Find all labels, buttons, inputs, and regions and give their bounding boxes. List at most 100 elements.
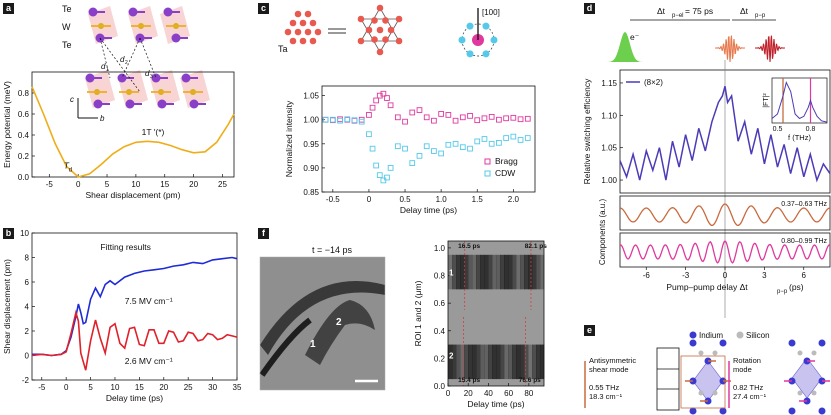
data-point-cdw [380, 177, 387, 184]
heatmap-band [532, 344, 537, 380]
component-label-0: 0.37–0.63 THz [781, 201, 827, 208]
silicon-atom [712, 390, 718, 396]
energy-curve [31, 86, 235, 178]
data-point-cdw [517, 137, 524, 143]
data-point-bragg [369, 104, 376, 111]
data-point-cdw [369, 145, 376, 152]
silicon-atom [698, 350, 704, 356]
ta-atom [395, 15, 403, 23]
ta-atom [309, 19, 317, 27]
te-atom [128, 7, 138, 17]
y-axis-label: Energy potential (meV) [2, 81, 12, 168]
mode1-highlight [680, 355, 726, 409]
data-point-cdw [358, 118, 365, 125]
electron-pulse [605, 32, 645, 62]
panel-letter-b: b [3, 228, 14, 239]
inset-spectrum [771, 81, 828, 123]
plot-b-xtick-label: 15 [135, 383, 144, 392]
roi-time-bottom: 15.4 ps [458, 377, 480, 384]
te-atom [85, 73, 95, 83]
silicon-legend-label: Silicon [746, 331, 770, 340]
cdw-peak [466, 22, 474, 30]
data-point-bragg [358, 116, 365, 123]
data-point-cdw [438, 150, 444, 157]
silicon-atom [811, 390, 817, 396]
plot-a-ytick-label: 0.2 [18, 152, 30, 161]
te-atom [117, 73, 127, 83]
heatmap-band [476, 254, 481, 290]
data-point-cdw [431, 148, 437, 154]
plot-b-ytick-label: 4 [25, 303, 30, 312]
plot-c-xtick-label: 0.5 [399, 195, 411, 204]
legend-label-bragg: Bragg [495, 156, 518, 166]
x-axis-label: Shear displacement (pm) [86, 190, 181, 200]
cdw-peak [466, 50, 474, 58]
data-point-bragg [416, 107, 423, 113]
heatmap-band [472, 254, 477, 290]
indium-atom [788, 339, 796, 347]
indium-atom [818, 339, 826, 347]
ta-atom [365, 26, 373, 34]
plot-d-main-ytick-label: 1.10 [601, 111, 617, 120]
data-point-bragg [431, 117, 437, 124]
data-point-cdw [329, 116, 336, 123]
data-point-bragg [438, 111, 444, 117]
panel-a-figure: Te W Te d 1 d 2 d 3 c b -5 0 5 10 15 20 25 0.0 0… [2, 4, 235, 200]
plot-a-xtick-label: 25 [218, 180, 227, 189]
x-axis-label: Pump–pump delay Δt [666, 282, 748, 292]
heatmap-band [456, 344, 461, 380]
indium-atom [788, 407, 796, 415]
efficiency-line [619, 86, 831, 183]
heatmap-band [540, 344, 545, 380]
data-point-bragg [474, 117, 481, 124]
panel-b-figure: -5 0 5 10 15 20 25 30 35 -2 0 2 4 6 8 10 Fitting results… [2, 229, 242, 403]
plot-f-xtick-label: 80 [524, 389, 533, 398]
plot-d-xtick-label: -3 [682, 271, 690, 280]
plot-f-ytick-label: 0.8 [434, 272, 446, 281]
chart-title: Fitting results [100, 242, 151, 252]
plot-d-xtick-label: 0 [723, 271, 728, 280]
ta-atom [284, 28, 292, 36]
heatmap-band [536, 254, 541, 290]
inset-frame [771, 77, 828, 124]
heatmap-band [456, 254, 461, 290]
data-point-bragg [467, 113, 473, 119]
panel-f-figure: t = −14 ps 12 0 20 40 60 800.00.20.40.60.81.… [259, 240, 547, 409]
ta-atom [299, 37, 307, 45]
plot-d-main-ytick-label: 1.05 [601, 144, 617, 153]
data-point-cdw [384, 174, 390, 181]
data-point-cdw [503, 135, 509, 141]
heatmap-band [496, 344, 501, 380]
ta-atom [376, 4, 384, 12]
plot-b-xtick-label: 5 [88, 383, 93, 392]
plot-a-frame [31, 71, 235, 178]
silicon-atom [712, 350, 718, 356]
data-point-cdw [394, 143, 401, 150]
components-y-label: Components (a.u.) [598, 199, 607, 266]
heatmap-band [484, 254, 489, 290]
data-point-bragg [445, 112, 452, 118]
te-atom [93, 99, 103, 109]
data-point-bragg [496, 116, 502, 123]
ta-atom [387, 26, 395, 34]
ta-atom [309, 37, 317, 45]
atom-label-te-top: Te [62, 4, 72, 14]
plot-a-ytick-label: 0.6 [18, 110, 30, 119]
indium-atom [689, 339, 697, 347]
pump-pulse-2 [755, 35, 785, 62]
heatmap-band [496, 254, 501, 290]
te-atom [88, 7, 98, 17]
heatmap-band [492, 254, 497, 290]
data-point-bragg [423, 114, 430, 121]
data-point-cdw [351, 117, 358, 124]
plot-c-frame [321, 85, 536, 193]
data-point-cdw [337, 117, 343, 124]
silicon-atom [698, 390, 704, 396]
ta-atom [382, 36, 389, 43]
roi-time-top: 16.5 ps [458, 243, 480, 250]
atom-label-te-bottom: Te [62, 40, 72, 50]
heatmap-band [468, 254, 473, 290]
mode1-wavenumber: 18.3 cm⁻¹ [589, 392, 623, 401]
data-point-cdw [423, 143, 430, 150]
plot-a-xtick-label: 15 [160, 180, 169, 189]
